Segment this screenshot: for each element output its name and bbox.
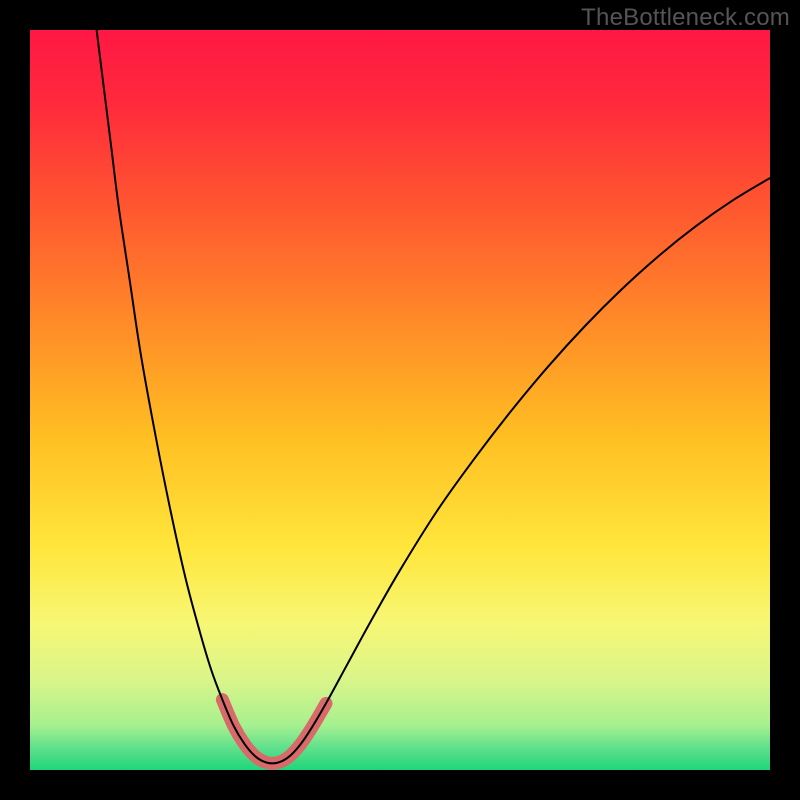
watermark-text: TheBottleneck.com [581, 4, 790, 32]
chart-svg [0, 0, 800, 800]
chart-root: TheBottleneck.com [0, 0, 800, 800]
gradient-background [30, 30, 770, 770]
